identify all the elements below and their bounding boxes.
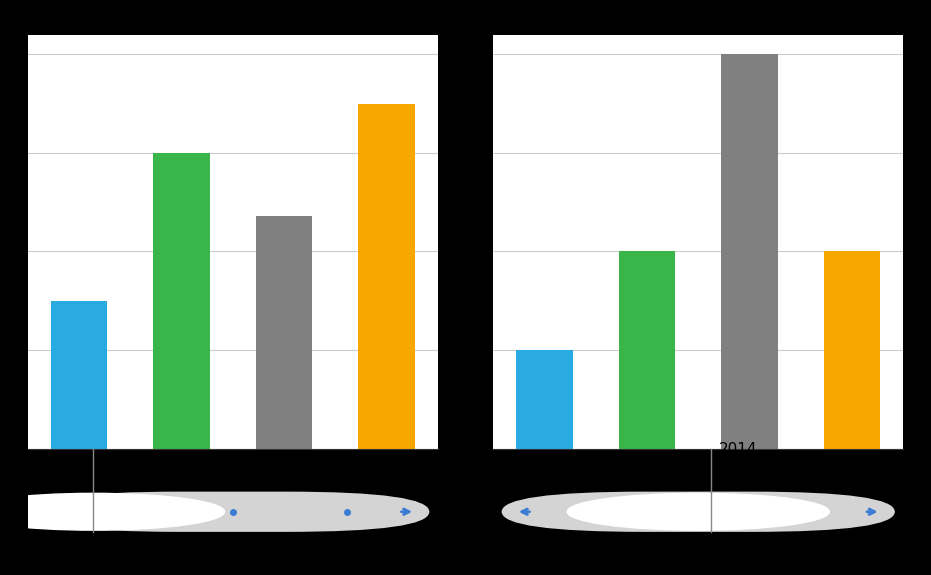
X-axis label: 2013: 2013 [213,474,252,489]
Bar [358,104,414,449]
Title: Annual growth: Annual growth [162,9,304,28]
Text: 2014: 2014 [719,442,757,457]
FancyBboxPatch shape [36,492,429,532]
Title: Annual growth: Annual growth [627,9,769,28]
Circle shape [0,493,224,530]
Bar [517,350,573,448]
Bar [722,54,777,449]
Bar [824,251,880,448]
Bar [154,153,209,448]
Bar [619,251,675,448]
Circle shape [567,493,830,530]
Bar [256,216,312,448]
FancyBboxPatch shape [502,492,895,532]
Bar [51,301,107,448]
